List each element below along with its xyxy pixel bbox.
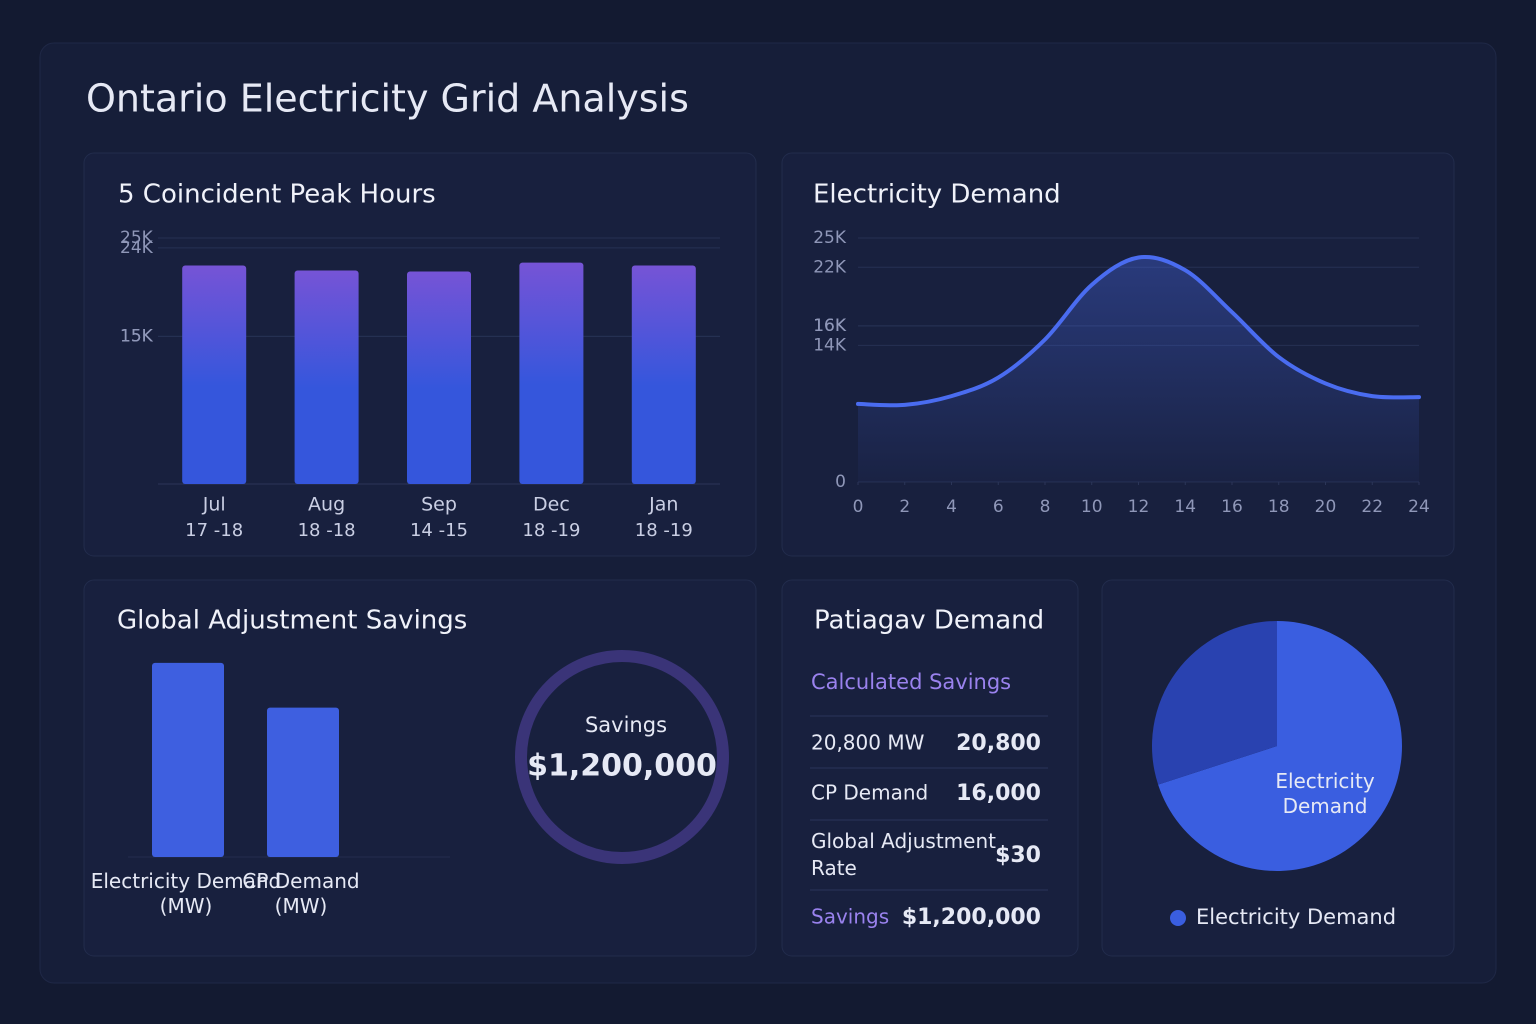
y-tick-label: 25K [120, 228, 154, 248]
x-tick-sublabel: 14 -15 [410, 520, 468, 541]
chart-title: 5 Coincident Peak Hours [118, 180, 436, 210]
x-tick-label: 18 [1268, 497, 1290, 517]
row-label: 20,800 MW [811, 731, 925, 755]
y-tick-label: 22K [813, 257, 847, 277]
x-tick-label: CP Demand (MW) [242, 869, 359, 918]
bar [631, 265, 696, 484]
row-label: CP Demand [811, 781, 928, 805]
x-tick-label: 14 [1174, 497, 1196, 517]
bar [267, 707, 339, 857]
pie-slice [1158, 621, 1403, 872]
x-tick-label: 2 [899, 497, 910, 517]
bar [152, 662, 224, 857]
page-title: Ontario Electricity Grid Analysis [86, 77, 689, 121]
table-subtitle: Calculated Savings [811, 670, 1011, 694]
x-tick-label: 8 [1040, 497, 1051, 517]
row-label: Global Adjustment Rate [811, 829, 996, 880]
y-tick-label: 14K [813, 335, 847, 355]
y-tick-label: 15K [120, 326, 154, 346]
y-tick-label: 16K [813, 316, 847, 336]
x-tick-label: 10 [1081, 497, 1103, 517]
x-tick-sublabel: 17 -18 [185, 520, 243, 541]
line [856, 254, 1421, 408]
ring-value: $1,200,000 [527, 749, 717, 784]
pie-slice [1152, 621, 1277, 785]
y-tick-label: 15K [120, 326, 154, 346]
x-tick-label: 16 [1221, 497, 1243, 517]
bar [294, 270, 359, 484]
y-tick-label: 16K [813, 316, 847, 336]
y-tick-label: 0 [835, 472, 846, 492]
chart-title: Electricity Demand [813, 180, 1061, 210]
y-tick-label: 25K [813, 228, 847, 248]
row-value: $1,200,000 [902, 905, 1041, 930]
row-value: $30 [995, 843, 1041, 868]
x-tick-label: Jan [648, 494, 678, 516]
x-tick-label: Electricity Demand (MW) [91, 869, 282, 918]
x-tick-label: 6 [993, 497, 1004, 517]
row-value: 20,800 [956, 731, 1041, 756]
x-tick-sublabel: 18 -19 [635, 520, 693, 541]
x-tick-label: Dec [533, 494, 570, 516]
bar [407, 271, 471, 484]
x-tick-sublabel: 18 -19 [522, 520, 580, 541]
savings-ring [515, 650, 729, 864]
chart-title: Global Adjustment Savings [117, 606, 467, 636]
row-label: Savings [811, 905, 889, 929]
legend-swatch [1170, 910, 1186, 926]
x-tick-label: Sep [421, 494, 457, 516]
x-tick-label: 0 [853, 497, 864, 517]
x-tick-label: 24 [1408, 497, 1430, 517]
y-tick-label: 24K [120, 238, 154, 258]
ring-label: Savings [585, 713, 667, 737]
row-value: 16,000 [956, 781, 1041, 806]
x-tick-label: 4 [946, 497, 957, 517]
x-tick-label: Aug [308, 494, 345, 516]
x-tick-label: 12 [1128, 497, 1150, 517]
x-tick-label: Jul [202, 494, 226, 516]
x-tick-label: 20 [1315, 497, 1337, 517]
slice-label: Electricity Demand [1275, 769, 1375, 818]
legend-label: Electricity Demand [1196, 905, 1396, 929]
x-tick-label: 22 [1361, 497, 1383, 517]
bar [519, 262, 584, 484]
area [858, 256, 1419, 482]
table-title: Patiagav Demand [814, 606, 1044, 636]
x-tick-sublabel: 18 -18 [298, 520, 356, 541]
card [83, 579, 757, 957]
bar [182, 265, 247, 484]
